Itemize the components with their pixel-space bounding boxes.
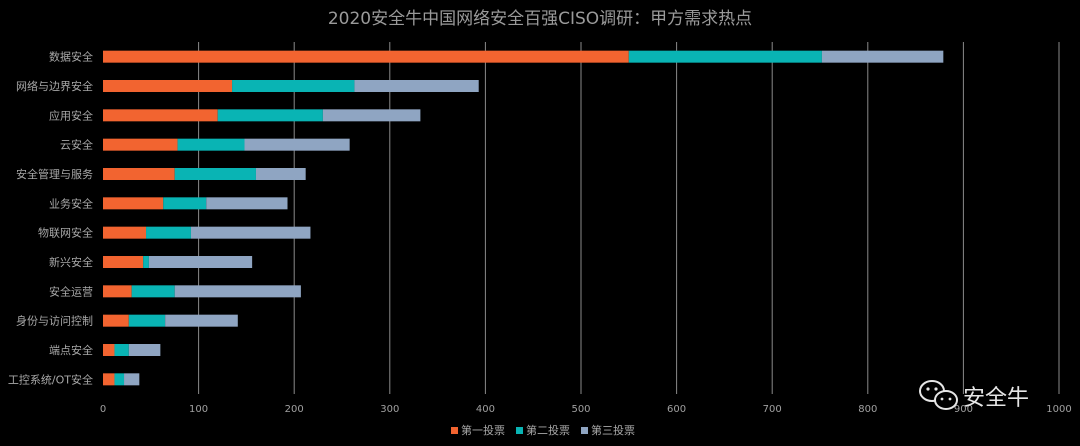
bar-segment-1 [103, 256, 144, 268]
bar-segment-2 [143, 256, 149, 268]
bar-segment-1 [103, 373, 115, 386]
x-axis-ticks: 0 100 200 300 400 500 600 700 800 900 1000 [100, 404, 1072, 415]
legend-label: 第三投票 [591, 423, 635, 437]
bar-segment-2 [114, 373, 125, 386]
bar-segment-1 [103, 226, 147, 239]
legend-label: 第一投票 [461, 423, 505, 437]
category-label: 工控系统/OT安全 [8, 372, 93, 386]
bar-segment-1 [103, 314, 129, 327]
bar-segment-2 [628, 50, 822, 63]
category-label: 网络与边界安全 [16, 79, 93, 93]
category-label: 应用安全 [49, 108, 93, 122]
bar-segment-1 [103, 197, 164, 210]
bar-segment-2 [128, 314, 166, 327]
watermark-text: 安全牛 [963, 386, 1029, 411]
category-labels: 数据安全网络与边界安全应用安全云安全安全管理与服务业务安全物联网安全新兴安全安全… [8, 50, 93, 387]
legend-label: 第二投票 [526, 423, 570, 437]
bar-segment-2 [174, 168, 256, 180]
x-tick-label: 0 [100, 404, 106, 415]
bar-segment-1 [103, 344, 115, 356]
category-label: 数据安全 [49, 50, 93, 64]
bar-segment-3 [821, 50, 944, 63]
category-label: 新兴安全 [49, 255, 93, 269]
category-label: 业务安全 [49, 196, 93, 210]
bar-segment-2 [177, 138, 245, 151]
bar-segment-3 [174, 285, 301, 298]
x-tick-label: 1000 [1046, 404, 1071, 415]
wechat-icon [919, 380, 958, 410]
x-tick-label: 500 [571, 404, 590, 415]
chart-title: 2020安全牛中国网络安全百强CISO调研：甲方需求热点 [328, 9, 752, 29]
bar-segment-2 [114, 344, 129, 356]
bar-segment-3 [128, 344, 161, 356]
category-label: 物联网安全 [38, 226, 93, 240]
x-tick-label: 900 [954, 404, 973, 415]
bar-segment-2 [146, 226, 191, 239]
x-tick-label: 800 [858, 404, 877, 415]
x-tick-label: 600 [667, 404, 686, 415]
x-tick-label: 400 [476, 404, 495, 415]
bar-segment-1 [103, 138, 178, 151]
gridlines [198, 42, 1060, 394]
bar-segment-1 [103, 80, 233, 92]
bar-segment-1 [103, 168, 175, 180]
category-label: 安全管理与服务 [16, 167, 93, 181]
bar-segment-2 [232, 80, 355, 92]
legend-swatch [516, 427, 523, 434]
bar-segment-3 [190, 226, 311, 239]
bar-segment-3 [244, 138, 350, 151]
bars [103, 50, 944, 386]
legend: 第一投票 第二投票 第三投票 [451, 423, 635, 437]
bar-segment-2 [217, 109, 323, 122]
category-label: 云安全 [60, 138, 93, 152]
category-label: 身份与访问控制 [16, 314, 93, 328]
bar-segment-3 [322, 109, 421, 122]
x-tick-label: 200 [285, 404, 304, 415]
bar-segment-3 [148, 256, 253, 268]
bar-segment-1 [103, 50, 629, 63]
category-label: 安全运营 [49, 284, 93, 298]
legend-swatch [581, 427, 588, 434]
bar-segment-3 [124, 373, 140, 386]
bar-segment-3 [165, 314, 238, 327]
legend-swatch [451, 427, 458, 434]
bar-segment-1 [103, 285, 132, 298]
bar-segment-2 [131, 285, 175, 298]
x-tick-label: 700 [763, 404, 782, 415]
bar-segment-2 [163, 197, 207, 210]
x-tick-label: 100 [189, 404, 208, 415]
bar-segment-3 [206, 197, 288, 210]
bar-segment-1 [103, 109, 218, 122]
bar-segment-3 [255, 168, 306, 180]
x-tick-label: 300 [380, 404, 399, 415]
category-label: 端点安全 [49, 343, 93, 357]
bar-segment-3 [354, 80, 479, 92]
watermark: 安全牛 [919, 380, 1029, 411]
